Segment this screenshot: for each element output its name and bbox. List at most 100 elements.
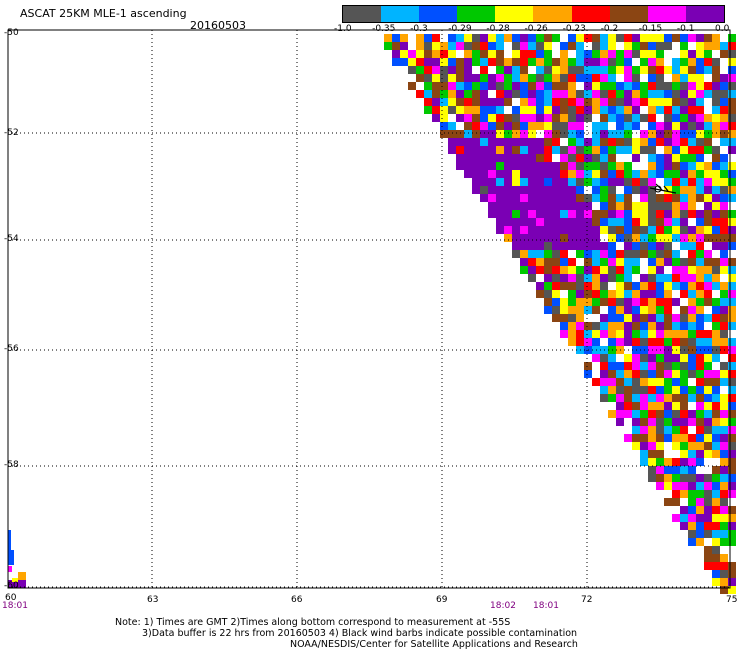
swath-cell (600, 74, 608, 82)
swath-cell (688, 234, 696, 242)
swath-cell (688, 274, 696, 282)
swath-cell (608, 42, 616, 50)
swath-cell (592, 178, 600, 186)
swath-cell (600, 218, 608, 226)
swath-cell (720, 418, 728, 426)
swath-cell (592, 82, 600, 90)
swath-cell (648, 378, 656, 386)
swath-cell (600, 138, 608, 146)
swath-cell (632, 306, 640, 314)
swath-cell (520, 258, 528, 266)
swath-cell (720, 530, 728, 538)
time-label: 18:01 (533, 601, 559, 611)
swath-cell (616, 58, 624, 66)
swath-cell (688, 474, 696, 482)
swath-cell (528, 154, 536, 162)
swath-cell (632, 370, 640, 378)
swath-cell (456, 130, 464, 138)
swath-cell (672, 258, 680, 266)
swath-cell (640, 90, 648, 98)
swath-cell (688, 226, 696, 234)
swath-cell (704, 226, 712, 234)
swath-cell (544, 154, 552, 162)
swath-cell (672, 490, 680, 498)
swath-cell (592, 186, 600, 194)
swath-cell (720, 290, 728, 298)
swath-cell (520, 186, 528, 194)
swath-cell (576, 130, 584, 138)
swath-cell (640, 442, 648, 450)
swath-cell (712, 578, 720, 586)
swath-cell (720, 50, 728, 58)
swath-cell (704, 290, 712, 298)
swath-cell (688, 338, 696, 346)
swath-cell (640, 330, 648, 338)
swath-cell (440, 130, 448, 138)
swath-cell (664, 434, 672, 442)
swath-cell (568, 258, 576, 266)
swath-cell (432, 50, 440, 58)
swath-cell (584, 266, 592, 274)
swath-cell (632, 210, 640, 218)
swath-cell (480, 114, 488, 122)
swath-cell (680, 66, 688, 74)
swath-cell (512, 74, 520, 82)
swath-cell (576, 186, 584, 194)
swath-cell (728, 34, 736, 42)
swath-cell (472, 170, 480, 178)
swath-cell (528, 98, 536, 106)
swath-cell (552, 282, 560, 290)
swath-cell (616, 314, 624, 322)
swath-cell (696, 258, 704, 266)
swath-cell (576, 178, 584, 186)
swath-cell (728, 314, 736, 322)
swath-cell (704, 178, 712, 186)
swath-cell (640, 338, 648, 346)
swath-cell (520, 250, 528, 258)
swath-cell (712, 194, 720, 202)
swath-cell (576, 234, 584, 242)
swath-cell (648, 330, 656, 338)
swath-cell (720, 266, 728, 274)
swath-cell (696, 210, 704, 218)
swath-cell (648, 250, 656, 258)
swath-cell (672, 194, 680, 202)
swath-cell (624, 322, 632, 330)
swath-cell (584, 162, 592, 170)
swath-cell (640, 34, 648, 42)
color-scale-label: -0.35 (372, 24, 396, 34)
swath-cell (440, 122, 448, 130)
swath-cell (496, 50, 504, 58)
swath-cell (8, 550, 14, 565)
swath-cell (648, 298, 656, 306)
swath-cell (568, 218, 576, 226)
swath-cell (720, 338, 728, 346)
swath-cell (600, 178, 608, 186)
swath-cell (496, 162, 504, 170)
swath-cell (672, 482, 680, 490)
swath-cell (560, 242, 568, 250)
swath-cell (584, 90, 592, 98)
swath-cell (704, 258, 712, 266)
swath-cell (464, 50, 472, 58)
swath-cell (728, 386, 736, 394)
swath-cell (624, 42, 632, 50)
swath-cell (728, 578, 736, 586)
swath-cell (712, 354, 720, 362)
swath-cell (672, 106, 680, 114)
swath-cell (712, 162, 720, 170)
swath-cell (456, 162, 464, 170)
swath-cell (712, 266, 720, 274)
color-scale-segment (381, 6, 420, 22)
swath-cell (680, 170, 688, 178)
swath-cell (552, 242, 560, 250)
swath-cell (480, 98, 488, 106)
swath-cell (584, 146, 592, 154)
swath-cell (640, 58, 648, 66)
swath-cell (728, 562, 736, 570)
swath-cell (704, 490, 712, 498)
swath-cell (472, 74, 480, 82)
swath-cell (648, 362, 656, 370)
swath-cell (664, 250, 672, 258)
swath-cell (480, 146, 488, 154)
